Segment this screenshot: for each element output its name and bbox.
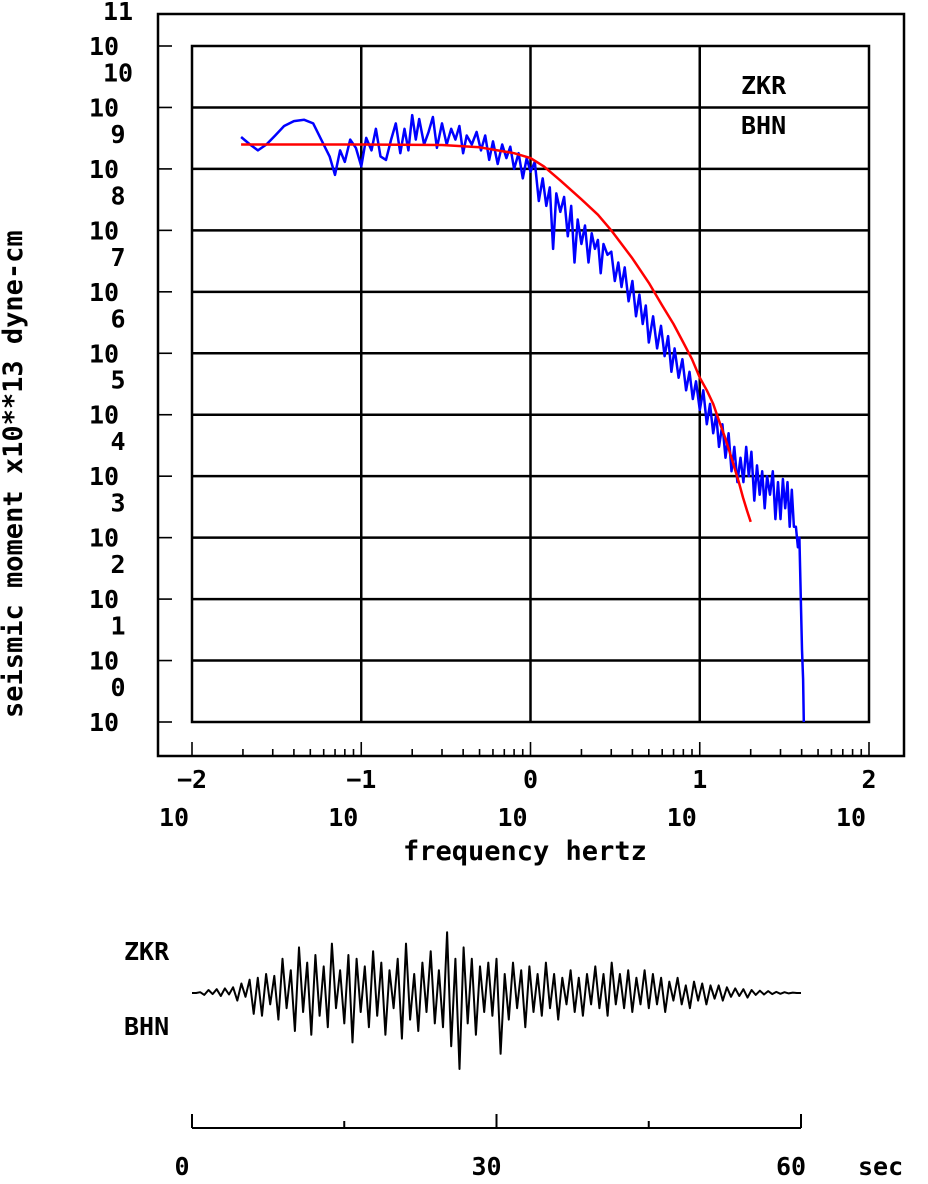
x-tick-exponent: −1 [346,765,376,794]
y-tick-exponent: 3 [110,489,125,518]
trace-line [192,931,801,1070]
trace-station-label: ZKR [124,937,170,966]
x-tick-base: 10 [667,803,697,832]
y-tick-exponent: 9 [110,120,125,149]
x-tick-base: 10 [836,803,866,832]
y-tick-exponent: 8 [110,181,125,210]
x-axis-label: frequency hertz [403,836,647,867]
y-tick-base: 10 [89,155,119,184]
model-fit-series [241,143,752,523]
y-tick-exponent: 6 [110,304,125,333]
time-tick-label: 60 [776,1152,806,1181]
station-label-bottom: BHN [741,111,786,140]
spectrum-series [240,113,806,723]
x-tick-exponent: 0 [523,765,538,794]
y-tick-exponent: 4 [110,427,125,456]
y-tick-base: 10 [89,339,119,368]
y-tick-exponent: 10 [103,58,133,87]
time-unit-label: sec [858,1152,903,1181]
time-axis: 0 30 60 [174,1114,806,1181]
y-tick-exponent: 7 [110,243,125,272]
y-tick-base: 10 [89,708,119,737]
y-tick-exponent: 1 [110,612,125,641]
x-tick-exponent: −2 [177,765,207,794]
series-layer [240,113,806,723]
y-tick-base: 10 [89,401,119,430]
y-tick-base: 10 [89,462,119,491]
y-tick-base: 10 [89,32,119,61]
seismogram-trace [192,931,801,1070]
trace-component-label: BHN [124,1012,169,1041]
y-tick-exponent: 0 [110,673,125,702]
y-tick-base: 10 [89,93,119,122]
station-label-top: ZKR [741,71,787,100]
time-tick-label: 30 [471,1152,501,1181]
x-tick-base: 10 [159,803,189,832]
x-tick-labels: −2 10 −1 10 0 10 1 10 2 10 [159,765,877,832]
grid [192,46,869,722]
y-tick-base: 10 [89,585,119,614]
x-tick-base: 10 [497,803,527,832]
y-tick-base: 10 [89,524,119,553]
y-tick-exponent: 2 [110,550,125,579]
y-tick-exponent: 5 [110,366,125,395]
x-tick-base: 10 [328,803,358,832]
y-tick-base: 10 [89,216,119,245]
y-tick-base: 10 [89,647,119,676]
y-axis-label: seismic moment x10**13 dyne-cm [0,230,29,718]
y-tick-exponent: 11 [103,0,133,26]
x-tick-exponent: 2 [861,765,876,794]
minor-ticks [158,45,870,756]
time-tick-label: 0 [174,1152,189,1181]
x-tick-exponent: 1 [692,765,707,794]
y-tick-base: 10 [89,278,119,307]
